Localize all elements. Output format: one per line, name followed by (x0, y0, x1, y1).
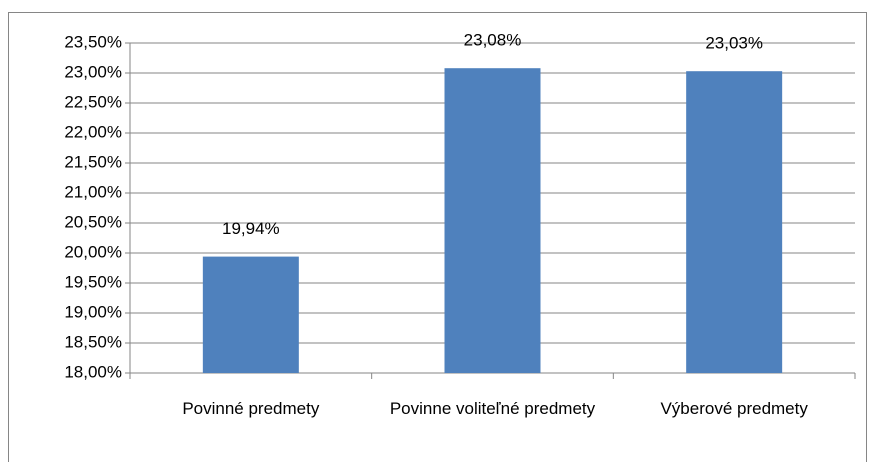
x-tick-label: Výberové predmety (660, 399, 808, 418)
bar (202, 256, 299, 373)
data-label: 23,03% (705, 34, 763, 53)
y-tick-label: 20,00% (64, 242, 122, 261)
y-tick-label: 20,50% (64, 212, 122, 231)
x-tick-label: Povinne voliteľné predmety (389, 399, 596, 418)
bar (686, 71, 783, 373)
y-tick-label: 23,00% (64, 62, 122, 81)
y-tick-label: 18,50% (64, 332, 122, 351)
y-tick-label: 19,00% (64, 302, 122, 321)
y-tick-label: 18,00% (64, 362, 122, 381)
y-tick-label: 22,00% (64, 122, 122, 141)
chart-border (8, 12, 867, 462)
y-tick-label: 23,50% (64, 32, 122, 51)
data-label: 23,08% (464, 31, 522, 50)
y-tick-label: 21,50% (64, 152, 122, 171)
bar (444, 68, 541, 373)
x-tick-label: Povinné predmety (182, 399, 320, 418)
data-label: 19,94% (222, 219, 280, 238)
y-tick-label: 19,50% (64, 272, 122, 291)
y-tick-label: 22,50% (64, 92, 122, 111)
y-tick-label: 21,00% (64, 182, 122, 201)
